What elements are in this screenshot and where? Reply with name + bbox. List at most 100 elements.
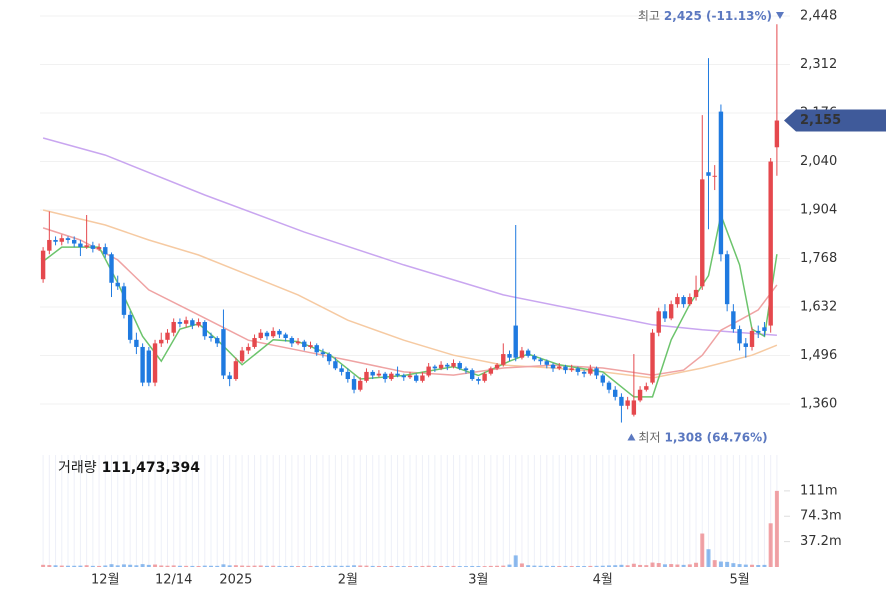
volume-bar: [563, 565, 568, 567]
candle-body: [749, 330, 755, 347]
candle-body: [401, 375, 406, 378]
volume-bar: [656, 563, 661, 567]
volume-bar: [675, 564, 680, 567]
candle-body: [333, 361, 338, 369]
x-tick-label: 12/14: [155, 573, 192, 588]
volume-bar: [109, 564, 114, 567]
candle-body: [264, 332, 270, 337]
candle-body: [513, 325, 518, 358]
candle-body: [718, 111, 724, 255]
candle-body: [494, 364, 500, 369]
last-price-label: 2,155: [800, 113, 841, 128]
volume-bar: [78, 565, 83, 567]
volume-bar: [408, 566, 412, 567]
volume-bar: [750, 564, 755, 567]
candle-body: [525, 350, 531, 356]
volume-bar: [171, 565, 176, 567]
candle-body: [619, 396, 624, 406]
volume-bar: [644, 565, 649, 567]
candle-body: [103, 247, 108, 255]
candle-body: [208, 336, 214, 339]
candle-body: [295, 341, 301, 344]
volume-bar: [482, 566, 487, 567]
volume-bar: [246, 565, 251, 567]
candle-body: [451, 362, 456, 367]
volume-bar: [190, 565, 195, 567]
volume-bar: [731, 563, 736, 567]
volume-bar: [395, 566, 400, 567]
candle-body: [177, 321, 183, 324]
high-text: 2,425 (-11.13%): [664, 9, 772, 23]
candle-body: [239, 350, 245, 362]
candle-body: [438, 364, 444, 369]
moving-average-line: [42, 209, 778, 379]
candle-body: [72, 239, 77, 244]
candle-body: [159, 339, 164, 344]
volume-title: 거래량 111,473,394: [58, 460, 200, 476]
volume-bar: [302, 565, 307, 567]
y-tick-label: 1,904: [800, 203, 837, 218]
low-annotation: 최저 1,308 (64.76%): [638, 430, 767, 444]
candle-body: [625, 400, 630, 406]
volume-tick-label: 74.3m: [800, 509, 842, 524]
volume-bar: [706, 549, 711, 567]
candle-body: [768, 161, 773, 326]
candle-body: [774, 120, 780, 148]
volume-bar: [470, 565, 475, 567]
volume-bar: [712, 560, 717, 567]
volume-bar: [420, 565, 425, 567]
candle-body: [351, 379, 357, 390]
candle-body: [544, 361, 550, 365]
volume-bar: [526, 565, 531, 567]
volume-bar: [762, 564, 767, 567]
candle-body: [501, 354, 506, 365]
candle-body: [246, 346, 251, 351]
volume-bar: [439, 565, 444, 567]
volume-bar: [59, 565, 64, 567]
candle-body: [644, 386, 649, 390]
volume-bar: [308, 566, 313, 567]
candle-body: [320, 352, 326, 355]
candle-body: [656, 311, 661, 333]
candle-body: [364, 371, 369, 381]
candle-body: [737, 329, 742, 344]
candle-body: [519, 350, 525, 358]
candle-body: [289, 338, 295, 344]
volume-bar: [445, 566, 450, 567]
candle-body: [196, 321, 201, 326]
candle-body: [538, 359, 543, 362]
volume-bar: [501, 565, 506, 567]
volume-bar: [544, 565, 549, 567]
candle-body: [258, 332, 263, 339]
candle-body: [445, 364, 450, 367]
volume-bar: [613, 565, 618, 567]
volume-bar: [134, 565, 139, 567]
candle-body: [382, 373, 388, 380]
candle-body: [78, 243, 83, 248]
y-tick-label: 2,040: [800, 154, 837, 169]
volume-bar: [221, 564, 226, 567]
volume-bar: [314, 565, 319, 567]
volume-bar: [339, 565, 344, 567]
candle-body: [606, 382, 612, 390]
volume-bar: [153, 564, 158, 567]
y-tick-label: 2,312: [800, 57, 837, 72]
candle-body: [668, 304, 674, 319]
candle-body: [127, 314, 133, 340]
candle-body: [650, 332, 655, 383]
volume-tick-label: 37.2m: [800, 534, 842, 549]
candle-body: [631, 400, 637, 415]
candle-body: [414, 375, 419, 381]
y-tick-label: 1,632: [800, 300, 837, 315]
candle-body: [488, 368, 494, 374]
candle-body: [233, 361, 239, 380]
volume-bar: [209, 565, 214, 567]
candle-body: [532, 355, 537, 360]
volume-bar: [264, 565, 269, 567]
volume-bar: [768, 523, 773, 567]
volume-bar: [283, 565, 288, 567]
moving-average-line: [42, 227, 778, 376]
volume-bar: [575, 565, 580, 567]
